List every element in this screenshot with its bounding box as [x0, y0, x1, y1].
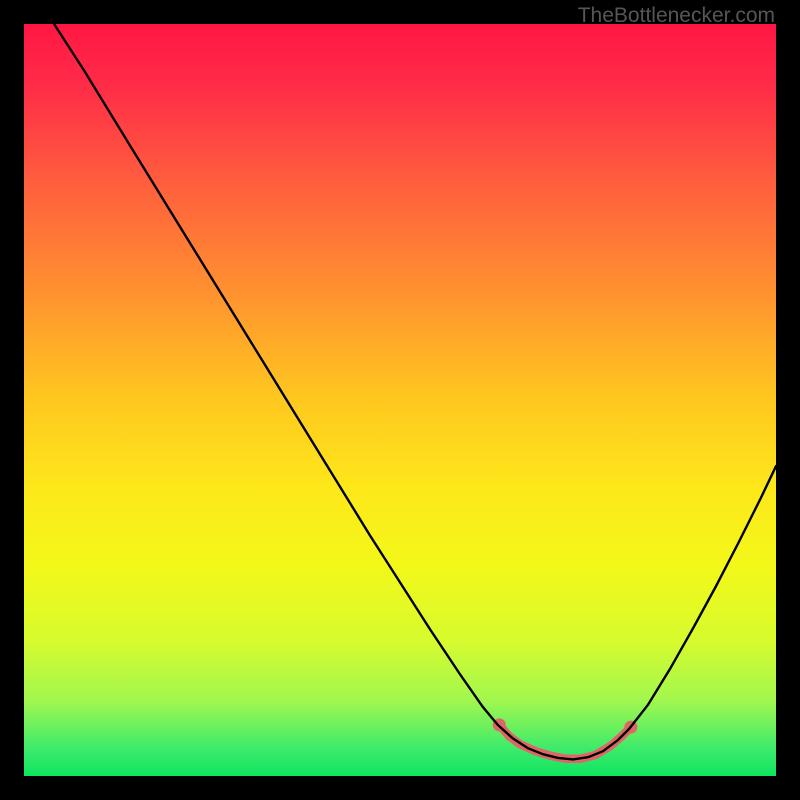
chart-frame: TheBottlenecker.com: [0, 0, 800, 800]
chart-svg: [24, 24, 776, 776]
plot-area: [24, 24, 776, 776]
watermark-text: TheBottlenecker.com: [578, 4, 775, 28]
gradient-background: [24, 24, 776, 776]
